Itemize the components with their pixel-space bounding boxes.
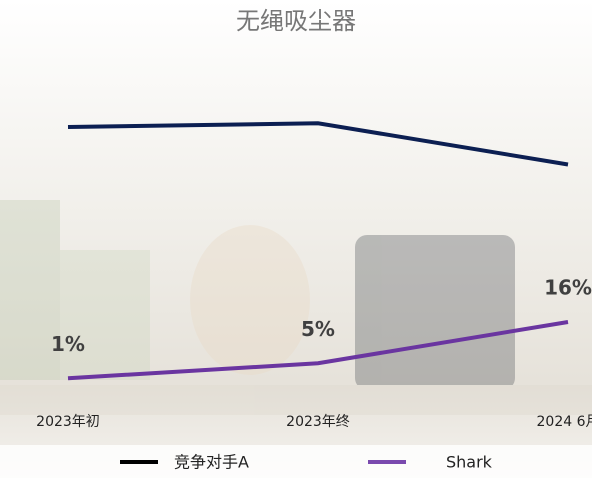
data-label: 1%	[51, 332, 85, 356]
legend-background	[0, 445, 592, 478]
x-tick-label: 2024 6月	[537, 414, 592, 430]
background-photo	[0, 200, 592, 415]
data-label: 5%	[301, 317, 335, 341]
x-tick-label: 2023年终	[286, 414, 350, 430]
legend-label: 竞争对手A	[174, 453, 249, 472]
x-tick-label: 2023年初	[36, 413, 100, 430]
legend-label: Shark	[446, 453, 493, 472]
chart-title: 无绳吸尘器	[236, 7, 356, 35]
data-label: 16%	[544, 276, 592, 300]
series-line	[67, 320, 569, 381]
series-line	[67, 121, 569, 167]
